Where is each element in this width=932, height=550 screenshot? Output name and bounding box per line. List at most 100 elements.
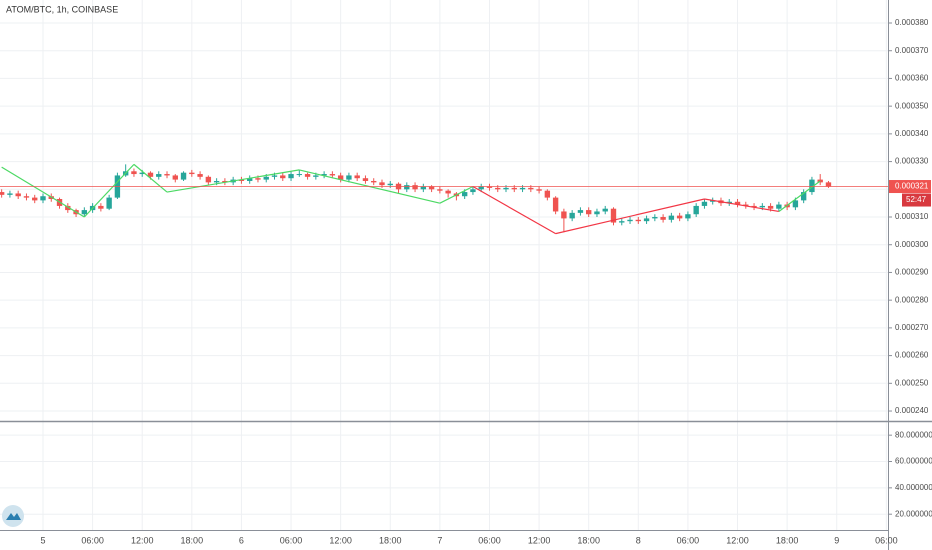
candle-body: [255, 178, 261, 180]
candle-body: [15, 193, 21, 197]
candle-body: [304, 174, 311, 177]
candle-body: [40, 196, 46, 201]
candle-body: [147, 172, 154, 177]
candle-body: [544, 190, 551, 198]
candle-body: [354, 175, 360, 179]
candle-body: [536, 189, 542, 191]
candle-body: [643, 218, 650, 222]
y-tick-label: 0.000280: [895, 295, 929, 304]
zigzag-segment: [555, 198, 705, 235]
x-tick-label: 5: [40, 535, 45, 545]
x-tick-label: 12:00: [131, 535, 154, 545]
zigzag-segment: [778, 180, 821, 212]
candle-body: [528, 187, 534, 190]
x-tick-label: 06:00: [677, 535, 700, 545]
candle-body: [817, 179, 823, 183]
y-tick-label: 0.000310: [895, 212, 929, 221]
candle-body: [503, 187, 509, 190]
x-tick-label: 12:00: [329, 535, 352, 545]
candle-body: [743, 204, 749, 206]
x-tick-label: 7: [437, 535, 442, 545]
x-tick-label: 12:00: [726, 535, 749, 545]
candle-body: [552, 197, 559, 212]
x-tick-label: 18:00: [181, 535, 204, 545]
candle-body: [288, 174, 294, 179]
candle-body: [511, 187, 517, 190]
candle-body: [751, 205, 757, 208]
candle-body: [734, 201, 741, 205]
candle-body: [362, 178, 369, 181]
zigzag-segment: [704, 198, 779, 213]
y-tick-label: 0.000380: [895, 18, 929, 27]
candle-body: [180, 172, 187, 180]
candle-body: [767, 205, 774, 209]
candle-body: [379, 182, 385, 186]
zigzag-segment: [1, 166, 85, 218]
x-tick-label: 8: [636, 535, 641, 545]
x-tick-label: 6: [239, 535, 244, 545]
y-tick-label: 0.000260: [895, 351, 929, 360]
y-tick-label: 0.000240: [895, 406, 929, 415]
candle-body: [610, 208, 617, 223]
y-tick-label: 0.000300: [895, 240, 929, 249]
candle-body: [701, 201, 708, 206]
countdown-box: [902, 193, 931, 207]
candle-body: [759, 205, 766, 208]
candle-body: [131, 171, 137, 175]
candle-body: [296, 174, 302, 176]
logo[interactable]: [2, 505, 24, 527]
y-tick-label: 0.000270: [895, 323, 929, 332]
candle-body: [602, 208, 608, 212]
candle-body: [693, 205, 699, 215]
candle-body: [321, 174, 327, 176]
y-tick-label: 0.000330: [895, 157, 929, 166]
x-tick-label: 06:00: [478, 535, 501, 545]
candle-body: [81, 210, 88, 215]
x-tick-label: 06:00: [875, 535, 898, 545]
candle-body: [412, 185, 418, 190]
x-tick-label: 9: [834, 535, 839, 545]
candle-body: [205, 176, 212, 183]
zigzag-segment: [83, 163, 135, 218]
candle-body: [106, 197, 112, 209]
candle-body: [825, 182, 832, 187]
candle-body: [486, 186, 493, 188]
candle-body: [156, 174, 162, 177]
candle-body: [445, 190, 451, 194]
candle-body: [668, 215, 675, 220]
candle-body: [660, 217, 666, 220]
y-tick-label: 0.000340: [895, 129, 929, 138]
candle-body: [710, 200, 716, 202]
candle-body: [652, 217, 658, 219]
candle-body: [23, 196, 30, 198]
candle-body: [371, 180, 377, 183]
candle-body: [461, 192, 468, 197]
candle-body: [561, 211, 567, 219]
zigzag-segment: [133, 163, 168, 193]
candle-body: [635, 219, 641, 222]
candle-body: [0, 192, 5, 195]
candle-body: [213, 180, 220, 183]
candle-body: [619, 221, 625, 223]
candle-body: [809, 179, 815, 193]
candle-body: [478, 186, 484, 190]
y-tick-label: 80.000000: [895, 430, 932, 439]
candle-body: [404, 185, 410, 190]
candle-body: [577, 210, 584, 213]
x-tick-label: 06:00: [81, 535, 104, 545]
candle-body: [197, 174, 203, 177]
logo-icon[interactable]: [6, 513, 21, 520]
x-tick-label: 18:00: [379, 535, 402, 545]
y-tick-label: 0.000370: [895, 46, 929, 55]
candle-body: [139, 172, 145, 175]
candle-body: [247, 178, 253, 181]
candle-body: [346, 175, 352, 180]
price-label-box: [889, 180, 931, 194]
axes: 5 06:00 12:00 18:00 6 06:00 12:00 18:00 7 06:00 12…: [40, 18, 932, 545]
candle-body: [470, 189, 476, 193]
candle-body: [776, 204, 782, 209]
zigzag-segment: [472, 186, 556, 235]
candle-body: [437, 189, 443, 191]
candle-body: [726, 201, 732, 204]
